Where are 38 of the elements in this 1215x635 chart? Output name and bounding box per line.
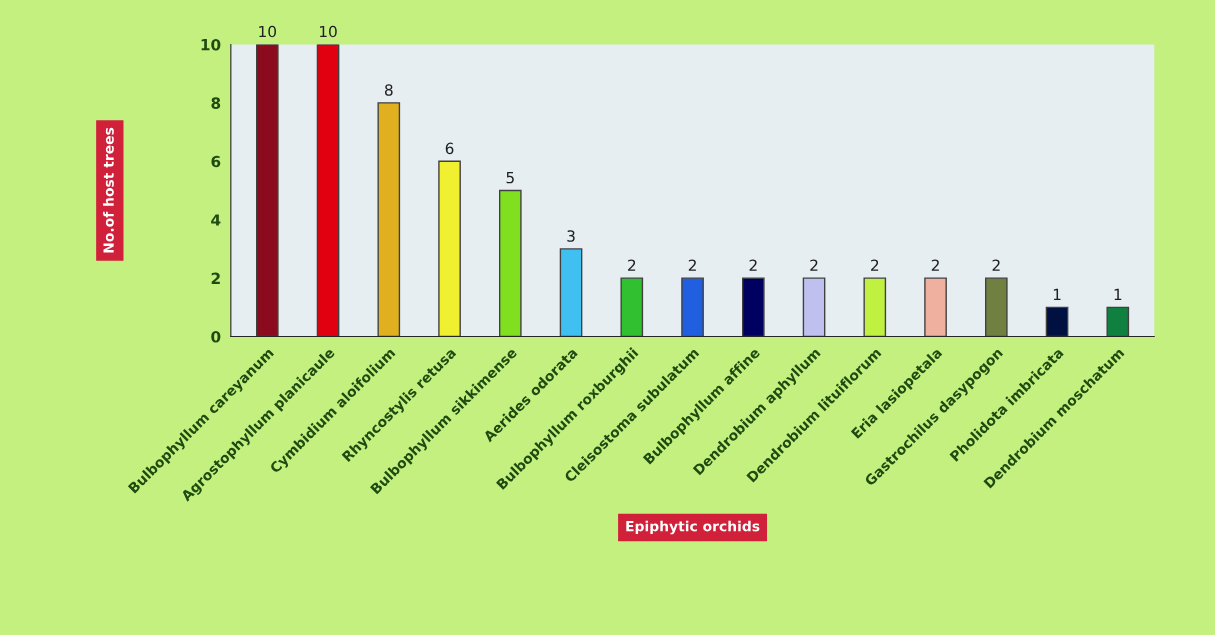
y-tick-label: 4 bbox=[211, 214, 221, 226]
y-tick-label: 2 bbox=[211, 272, 220, 284]
data-label: 2 bbox=[871, 259, 879, 271]
data-label: 6 bbox=[445, 142, 454, 155]
y-tick-label: 10 bbox=[201, 38, 221, 51]
bar bbox=[316, 44, 340, 337]
bar bbox=[863, 277, 887, 337]
data-label: 2 bbox=[931, 259, 939, 271]
y-tick-label: 8 bbox=[211, 97, 221, 109]
bar bbox=[620, 277, 644, 337]
data-label: 10 bbox=[259, 25, 277, 38]
bar bbox=[255, 44, 279, 337]
bar bbox=[1106, 306, 1130, 337]
y-tick-label: 0 bbox=[211, 331, 221, 343]
data-label: 3 bbox=[567, 230, 575, 242]
data-label: 1 bbox=[1114, 288, 1122, 300]
bar bbox=[377, 102, 401, 337]
x-axis-title: Epiphytic orchids bbox=[626, 520, 760, 535]
bar bbox=[498, 189, 522, 337]
bar bbox=[559, 248, 583, 337]
y-axis-title: No.of host trees bbox=[103, 127, 114, 253]
bar bbox=[681, 277, 704, 337]
data-label: 2 bbox=[810, 259, 818, 271]
data-label: 2 bbox=[688, 259, 696, 271]
bar bbox=[438, 160, 461, 337]
data-label: 2 bbox=[749, 259, 757, 271]
bar bbox=[984, 277, 1008, 337]
data-label: 10 bbox=[320, 25, 337, 38]
y-tick-label: 6 bbox=[211, 155, 221, 168]
data-label: 8 bbox=[384, 84, 393, 96]
data-label: 1 bbox=[1053, 288, 1061, 300]
data-label: 2 bbox=[628, 259, 636, 271]
data-label: 2 bbox=[992, 259, 1000, 271]
bar bbox=[1045, 306, 1069, 337]
data-label: 5 bbox=[506, 172, 514, 184]
bar bbox=[741, 277, 765, 337]
bar bbox=[802, 277, 826, 337]
bar bbox=[924, 277, 947, 337]
